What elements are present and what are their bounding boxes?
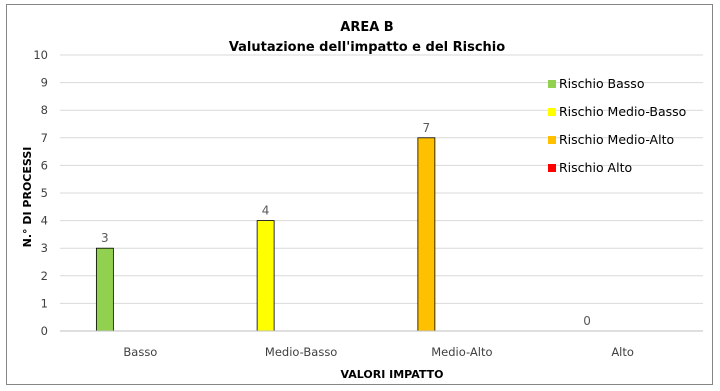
bar-medio-alto: [417, 137, 436, 332]
x-tick-label: Basso: [123, 345, 157, 359]
y-tick-label: 3: [41, 241, 48, 255]
x-tick-label: Medio-Alto: [431, 345, 492, 359]
y-tick-label: 4: [41, 214, 48, 228]
legend-swatch: [548, 164, 556, 172]
y-tick-label: 6: [41, 158, 48, 172]
y-tick-label: 5: [41, 186, 48, 200]
bar-basso: [95, 247, 114, 332]
y-axis-title: N.° DI PROCESSI: [21, 147, 34, 248]
chart-title: AREA B: [340, 20, 393, 35]
data-label: 7: [423, 121, 431, 135]
y-tick-label: 10: [33, 48, 48, 62]
y-tick-label: 2: [41, 269, 48, 283]
bars: [95, 137, 436, 332]
data-labels: 3 4 7 0: [101, 121, 591, 328]
y-tick-label: 9: [41, 76, 48, 90]
gridlines: [60, 54, 703, 304]
y-tick-label: 1: [41, 296, 48, 310]
legend-label: Rischio Medio-Basso: [559, 104, 686, 119]
y-tick-label: 8: [41, 103, 48, 117]
x-tick-label: Medio-Basso: [265, 345, 337, 359]
x-axis-title: VALORI IMPATTO: [340, 368, 443, 381]
y-tick-label: 7: [41, 131, 48, 145]
legend-swatch: [548, 80, 556, 88]
legend-swatch: [548, 108, 556, 116]
legend: Rischio Basso Rischio Medio-Basso Rischio …: [548, 76, 686, 175]
bar-chart: AREA B Valutazione dell'impatto e del Ri…: [21, 20, 703, 381]
data-label: 3: [101, 231, 109, 245]
legend-swatch: [548, 136, 556, 144]
data-label: 4: [262, 204, 270, 218]
x-axis-ticks: Basso Medio-Basso Medio-Alto Alto: [123, 345, 634, 359]
chart-frame: AREA B Valutazione dell'impatto e del Ri…: [6, 4, 713, 385]
legend-label: Rischio Basso: [559, 76, 644, 91]
data-label: 0: [583, 314, 591, 328]
y-tick-label: 0: [41, 324, 48, 338]
legend-label: Rischio Medio-Alto: [559, 132, 674, 147]
bar-medio-basso: [256, 220, 275, 332]
chart-subtitle: Valutazione dell'impatto e del Rischio: [229, 40, 505, 55]
y-axis-ticks: 0 1 2 3 4 5 6 7 8 9 10: [33, 48, 48, 338]
legend-label: Rischio Alto: [559, 160, 632, 175]
x-tick-label: Alto: [611, 345, 634, 359]
